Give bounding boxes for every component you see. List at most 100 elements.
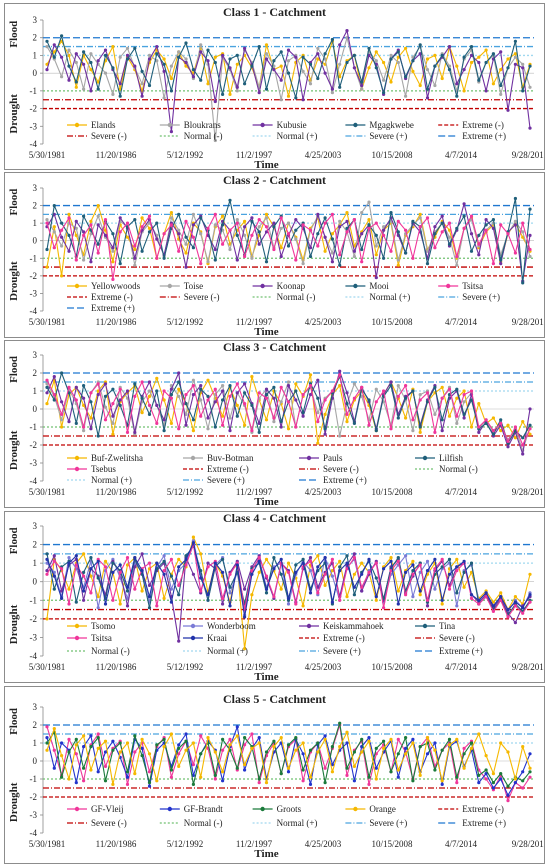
data-point xyxy=(82,598,86,602)
data-point xyxy=(133,244,137,248)
data-point xyxy=(367,53,371,58)
data-point xyxy=(345,741,349,745)
x-tick-label: 4/7/2014 xyxy=(445,662,478,672)
data-point xyxy=(286,380,291,384)
data-point xyxy=(257,741,261,745)
data-point xyxy=(140,411,144,415)
data-point xyxy=(257,556,261,560)
legend-label: GF-Brandt xyxy=(184,804,223,814)
data-point xyxy=(440,602,444,606)
data-point xyxy=(250,219,254,223)
data-point xyxy=(367,223,371,227)
data-point xyxy=(169,768,173,772)
data-point xyxy=(177,639,181,643)
data-point xyxy=(374,59,378,63)
data-point xyxy=(45,265,49,269)
data-point xyxy=(396,263,400,267)
data-point xyxy=(506,445,510,449)
data-point xyxy=(89,768,93,772)
data-point xyxy=(323,221,327,225)
data-point xyxy=(345,60,349,65)
data-point xyxy=(177,50,181,54)
data-point xyxy=(45,45,49,49)
data-point xyxy=(177,593,181,597)
data-point xyxy=(199,576,203,580)
data-point xyxy=(52,559,56,563)
data-point xyxy=(257,45,261,49)
data-point xyxy=(528,427,532,431)
data-point xyxy=(169,89,173,93)
data-point xyxy=(528,600,532,604)
data-point xyxy=(374,400,378,404)
data-point xyxy=(425,736,430,740)
data-point xyxy=(89,416,93,420)
legend-label: Severe (+) xyxy=(323,646,361,656)
data-point xyxy=(513,600,517,604)
x-tick-label: 5/12/1992 xyxy=(167,317,204,327)
data-point xyxy=(389,427,393,431)
data-point xyxy=(250,375,254,379)
data-point xyxy=(82,429,86,433)
data-point xyxy=(235,382,239,386)
data-point xyxy=(125,430,130,434)
data-point xyxy=(469,249,474,253)
data-point xyxy=(367,782,371,786)
data-point xyxy=(477,233,481,237)
data-point xyxy=(177,583,181,587)
data-point xyxy=(389,770,393,774)
data-point xyxy=(206,226,210,230)
data-point xyxy=(140,216,144,220)
data-point xyxy=(382,78,386,82)
data-point xyxy=(272,739,276,743)
data-point xyxy=(513,62,517,66)
data-point xyxy=(484,754,488,758)
data-point xyxy=(89,427,93,431)
data-point xyxy=(462,393,466,397)
data-point xyxy=(111,246,115,250)
data-point xyxy=(228,585,232,589)
data-point xyxy=(60,221,64,225)
data-point xyxy=(206,398,210,402)
data-point xyxy=(147,583,152,587)
data-point xyxy=(89,60,93,65)
data-point xyxy=(367,423,371,427)
data-point xyxy=(82,258,86,262)
data-point xyxy=(382,91,386,95)
chart-title: Class 5 - Catchment xyxy=(223,692,326,706)
data-point xyxy=(330,600,334,604)
legend-marker xyxy=(260,122,265,128)
data-point xyxy=(257,570,261,574)
x-tick-label: 5/12/1992 xyxy=(167,487,204,497)
y-tick-label: 1 xyxy=(33,738,38,748)
data-point xyxy=(440,214,444,218)
data-point xyxy=(279,50,283,54)
data-point xyxy=(82,552,86,556)
data-point xyxy=(125,741,130,745)
ylabel-drought: Drought xyxy=(8,782,20,822)
data-point xyxy=(433,225,437,229)
data-point xyxy=(513,777,517,781)
data-point xyxy=(469,232,474,236)
data-point xyxy=(228,92,232,96)
data-point xyxy=(338,62,342,66)
data-point xyxy=(155,403,159,407)
data-point xyxy=(162,418,166,422)
data-point xyxy=(418,212,422,216)
data-point xyxy=(74,85,78,89)
data-point xyxy=(491,429,495,433)
legend-marker xyxy=(446,283,451,289)
y-tick-label: -4 xyxy=(30,651,38,661)
data-point xyxy=(440,230,444,234)
data-point xyxy=(89,400,93,404)
data-point xyxy=(243,46,247,50)
data-point xyxy=(125,585,130,589)
data-point xyxy=(133,64,137,68)
data-point xyxy=(118,216,122,220)
data-point xyxy=(462,559,466,563)
legend-label: Tsomo xyxy=(91,621,116,631)
data-point xyxy=(462,585,466,589)
data-point xyxy=(103,233,108,237)
data-point xyxy=(60,589,64,593)
data-point xyxy=(352,254,356,259)
x-tick-label: 5/12/1992 xyxy=(167,662,204,672)
